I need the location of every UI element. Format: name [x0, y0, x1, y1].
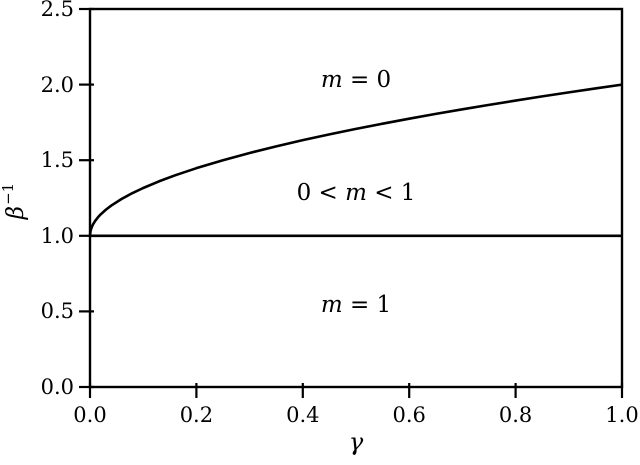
y-axis-label-exponent: −1	[0, 182, 17, 205]
plot-frame	[88, 7, 624, 389]
y-tick-label: 1.5	[40, 148, 74, 173]
y-tick-label: 1.0	[40, 223, 74, 248]
x-tick-label: 0.0	[73, 403, 107, 427]
region-label-text: m	[320, 292, 343, 319]
y-axis-label-symbol: β	[3, 205, 29, 220]
region-label-text: m	[345, 180, 367, 207]
region-label-2: m = 1	[321, 292, 391, 318]
x-tick-label: 0.4	[286, 403, 320, 427]
region-label-text: = 1	[342, 292, 392, 319]
region-label-1: 0 < m < 1	[297, 180, 416, 206]
x-tick-label: 0.6	[392, 403, 426, 427]
region-label-text: m	[320, 67, 343, 94]
region-label-0: m = 0	[321, 67, 391, 93]
region-label-text: < 1	[366, 180, 416, 207]
upper-phase-boundary	[88, 83, 623, 236]
x-axis-label: γ	[348, 428, 364, 456]
region-label-text: = 0	[342, 67, 392, 94]
y-tick-label: 0.0	[40, 375, 74, 399]
region-label-text: 0 <	[296, 180, 346, 207]
x-tick-label: 0.8	[498, 403, 533, 427]
x-tick-label: 1.0	[605, 403, 639, 427]
y-tick-label: 2.0	[40, 72, 74, 97]
y-tick-label: 2.5	[40, 0, 74, 21]
x-tick-label: 0.2	[179, 403, 214, 427]
y-tick-label: 0.5	[40, 299, 74, 324]
